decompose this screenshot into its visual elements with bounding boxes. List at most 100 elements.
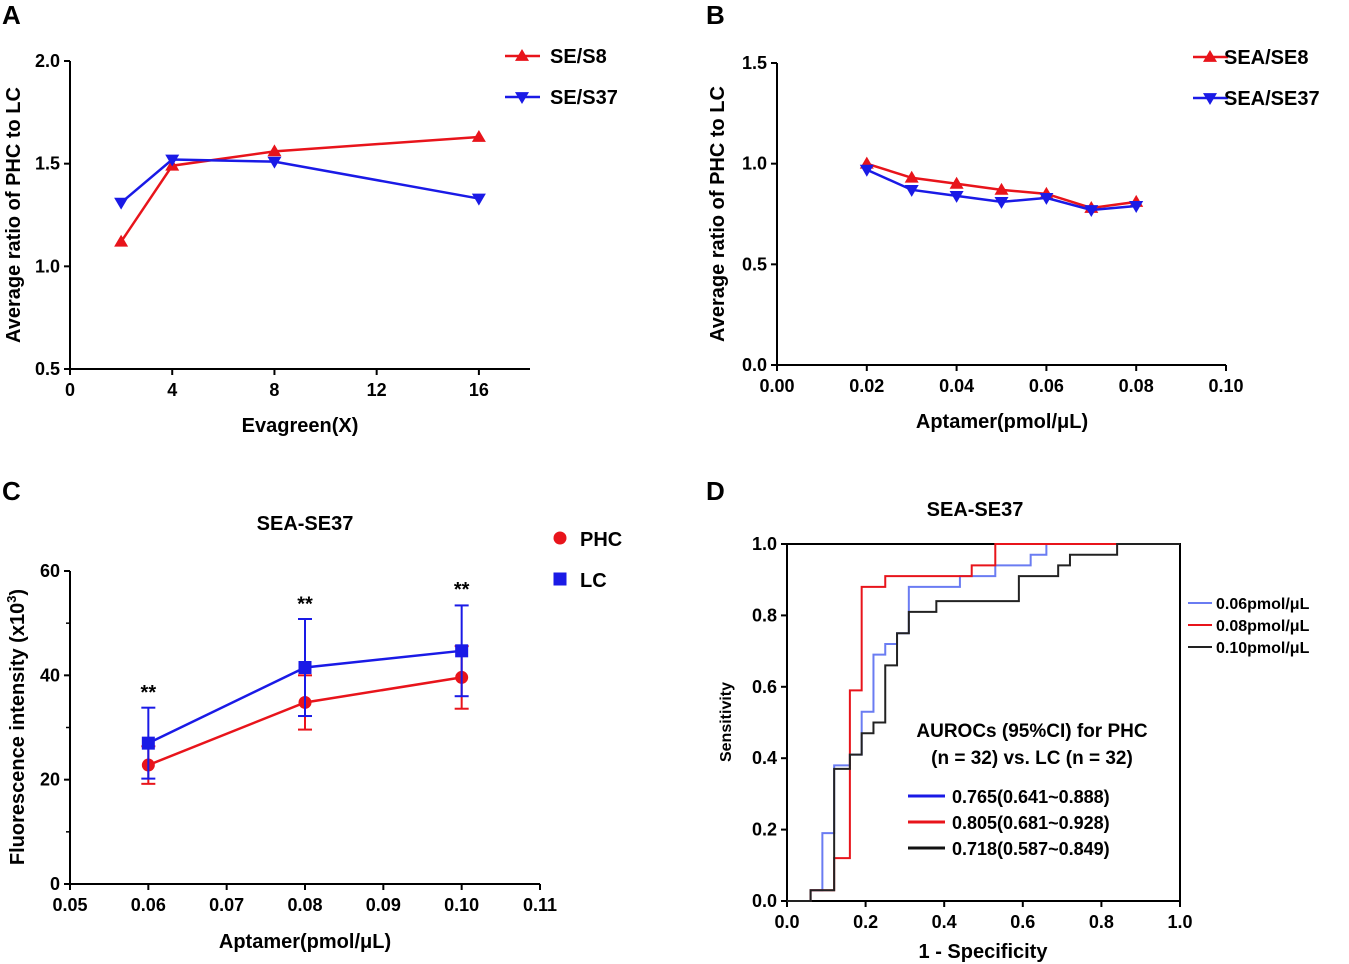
panel-b-data-point [949, 190, 964, 203]
panel-a-y-tick-label: 0.5 [35, 359, 60, 379]
panel-b-x-tick-label: 0.10 [1208, 376, 1243, 396]
panel-d-auroc-value: 0.765(0.641~0.888) [952, 787, 1110, 807]
panel-c-y-tick-label: 0 [50, 874, 60, 894]
panel-d-legend-label: 0.08pmol/μL [1216, 618, 1310, 635]
panel-b-x-axis-title: Aptamer(pmol/μL) [916, 411, 1088, 433]
panel-a-legend-marker [515, 92, 529, 104]
panel-c-data-point [298, 661, 312, 675]
panel-d-auroc-value: 0.718(0.587~0.849) [952, 839, 1110, 859]
panel-c-title: SEA-SE37 [257, 513, 354, 535]
panel-b-data-point [949, 176, 964, 189]
panel-d-letter: D [706, 476, 725, 506]
panel-d-y-tick-label: 0.2 [752, 820, 777, 840]
panel-b: B 0.00 0.02 0.04 0.06 0.08 0.10 0.0 0.5 1.0 1.5 Ap… [706, 0, 1320, 433]
panel-d-y-tick-label: 1.0 [752, 534, 777, 554]
panel-b-y-tick-label: 1.0 [742, 154, 767, 174]
panel-b-data-point [904, 170, 919, 183]
panel-d-plot-frame [786, 543, 1181, 902]
panel-d-x-tick-label: 0.4 [932, 912, 957, 932]
panel-b-x-tick-label: 0.06 [1029, 376, 1064, 396]
panel-a-y-tick-label: 2.0 [35, 51, 60, 71]
panel-a-x-tick-label: 4 [167, 380, 177, 400]
panel-c-letter: C [2, 476, 21, 506]
panel-b-y-axis-title: Average ratio of PHC to LC [707, 86, 729, 342]
panel-c-legend-label: LC [580, 570, 607, 592]
panel-b-legend-label: SEA/SE37 [1224, 88, 1320, 110]
panel-a-x-tick-label: 8 [269, 380, 279, 400]
panel-c-x-axis-title: Aptamer(pmol/μL) [219, 931, 391, 953]
panel-d-legend-label: 0.10pmol/μL [1216, 640, 1310, 657]
panel-d-x-tick-label: 0.2 [853, 912, 878, 932]
panel-c-y-tick-label: 60 [40, 561, 60, 581]
panel-a-legend-marker [515, 49, 529, 61]
panel-c-legend-marker [553, 531, 567, 545]
panel-c-data-point [455, 644, 469, 658]
panel-a-data-point [267, 156, 282, 169]
panel-d-y-tick-label: 0.4 [752, 748, 777, 768]
panel-a-data-point [165, 154, 180, 167]
panel-c-significance-label: ** [454, 579, 470, 601]
panel-d-x-axis-title: 1 - Specificity [919, 941, 1049, 963]
panel-d-auroc-value: 0.805(0.681~0.928) [952, 813, 1110, 833]
panel-d-x-tick-label: 1.0 [1167, 912, 1192, 932]
panel-c-x-tick-label: 0.09 [366, 895, 401, 915]
panel-a-x-axis-title: Evagreen(X) [242, 415, 359, 437]
panel-b-data-point [1129, 201, 1144, 213]
panel-a-data-point [114, 234, 129, 247]
panel-b-legend-marker [1203, 93, 1217, 105]
panel-d-y-tick-label: 0.8 [752, 605, 777, 625]
panel-d-y-tick-label: 0.6 [752, 677, 777, 697]
panel-d-roc-curve-3 [787, 543, 1180, 902]
panel-c-y-tick-label: 40 [40, 665, 60, 685]
panel-a-series-line-2 [120, 158, 480, 204]
panel-a-data-point [267, 144, 282, 157]
panel-b-x-tick-label: 0.00 [759, 376, 794, 396]
panel-d-legend-label: 0.06pmol/μL [1216, 596, 1310, 613]
panel-d-y-axis-title: Sensitivity [718, 682, 735, 762]
panel-d-x-tick-label: 0.6 [1010, 912, 1035, 932]
panel-d: D 0.0 0.2 0.4 0.6 0.8 1.0 0.0 0.2 0.4 0.6 0.8 1.0 SE… [706, 476, 1310, 963]
panel-a-legend-label: SE/S8 [550, 46, 607, 68]
panel-a-data-point [471, 129, 486, 142]
panel-c-y-axis-title: Fluorescence intensity (x103) [4, 589, 29, 865]
panel-c-significance-label: ** [297, 594, 313, 616]
panel-c-x-tick-label: 0.08 [287, 895, 322, 915]
panel-b-letter: B [706, 0, 725, 30]
panel-c-x-tick-label: 0.07 [209, 895, 244, 915]
panel-b-y-tick-label: 0.0 [742, 355, 767, 375]
panel-d-x-tick-label: 0.8 [1089, 912, 1114, 932]
panel-c-legend-marker [553, 572, 567, 586]
panel-b-data-point [994, 182, 1009, 195]
panel-a-data-point [114, 197, 129, 210]
panel-c-x-tick-label: 0.10 [444, 895, 479, 915]
panel-b-x-tick-label: 0.04 [939, 376, 974, 396]
panel-c-x-tick-label: 0.05 [52, 895, 87, 915]
panel-d-auroc-title-line2: (n = 32) vs. LC (n = 32) [931, 748, 1133, 769]
panel-d-auroc-title-line1: AUROCs (95%CI) for PHC [916, 721, 1147, 742]
panel-a-data-point [471, 193, 486, 206]
panel-b-y-tick-label: 1.5 [742, 53, 767, 73]
panel-c-x-tick-label: 0.11 [523, 895, 557, 915]
panel-b-y-tick-label: 0.5 [742, 254, 767, 274]
panel-b-x-tick-label: 0.08 [1119, 376, 1154, 396]
panel-d-roc-curve-1 [787, 543, 1180, 902]
panel-c-x-tick-label: 0.06 [131, 895, 166, 915]
panel-c-significance-label: ** [141, 682, 157, 704]
panel-d-title: SEA-SE37 [927, 499, 1024, 521]
panel-b-x-tick-label: 0.02 [849, 376, 884, 396]
panel-c-legend-label: PHC [580, 529, 622, 551]
panel-b-legend-label: SEA/SE8 [1224, 47, 1308, 69]
panel-b-data-point [1039, 192, 1054, 205]
panel-c-data-point [141, 736, 155, 750]
panel-a-x-tick-label: 12 [367, 380, 387, 400]
panel-b-data-point [904, 184, 919, 197]
panel-c: C 0.05 0.06 0.07 0.08 0.09 0.10 0.11 0 20 40 60 SEA… [2, 476, 622, 953]
panel-a-x-tick-label: 16 [469, 380, 489, 400]
panel-a-x-tick-label: 0 [65, 380, 75, 400]
panel-a-y-tick-label: 1.0 [35, 256, 60, 276]
panel-a: A 0 4 8 12 16 0.5 1.0 1.5 2.0 Evagreen(X) Average … [2, 0, 618, 437]
panel-a-y-tick-label: 1.5 [35, 154, 60, 174]
panel-a-y-axis-title: Average ratio of PHC to LC [3, 87, 25, 343]
panel-b-legend-marker [1203, 50, 1217, 62]
